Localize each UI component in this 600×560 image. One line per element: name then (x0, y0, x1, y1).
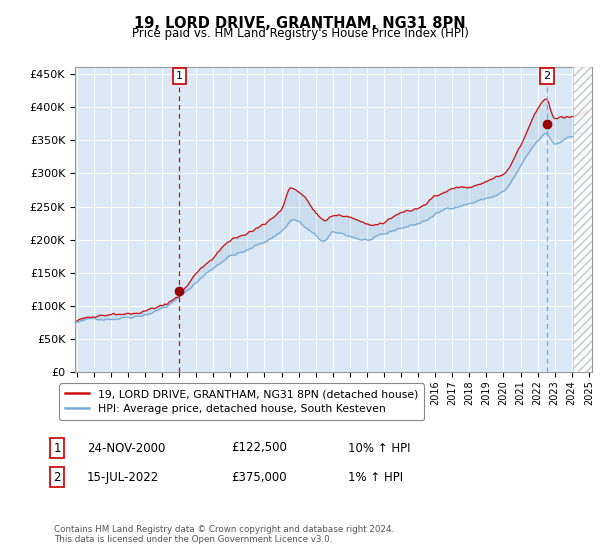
Text: Contains HM Land Registry data © Crown copyright and database right 2024.
This d: Contains HM Land Registry data © Crown c… (54, 525, 394, 544)
Text: 2: 2 (53, 470, 61, 484)
Text: 1: 1 (176, 71, 182, 81)
Text: 10% ↑ HPI: 10% ↑ HPI (348, 441, 410, 455)
Text: £375,000: £375,000 (231, 470, 287, 484)
Text: 19, LORD DRIVE, GRANTHAM, NG31 8PN: 19, LORD DRIVE, GRANTHAM, NG31 8PN (134, 16, 466, 31)
Text: 2: 2 (544, 71, 551, 81)
Text: 15-JUL-2022: 15-JUL-2022 (87, 470, 159, 484)
Text: 1% ↑ HPI: 1% ↑ HPI (348, 470, 403, 484)
Text: 24-NOV-2000: 24-NOV-2000 (87, 441, 166, 455)
Text: Price paid vs. HM Land Registry's House Price Index (HPI): Price paid vs. HM Land Registry's House … (131, 27, 469, 40)
Text: £122,500: £122,500 (231, 441, 287, 455)
Text: 1: 1 (53, 441, 61, 455)
Legend: 19, LORD DRIVE, GRANTHAM, NG31 8PN (detached house), HPI: Average price, detache: 19, LORD DRIVE, GRANTHAM, NG31 8PN (deta… (59, 384, 424, 420)
